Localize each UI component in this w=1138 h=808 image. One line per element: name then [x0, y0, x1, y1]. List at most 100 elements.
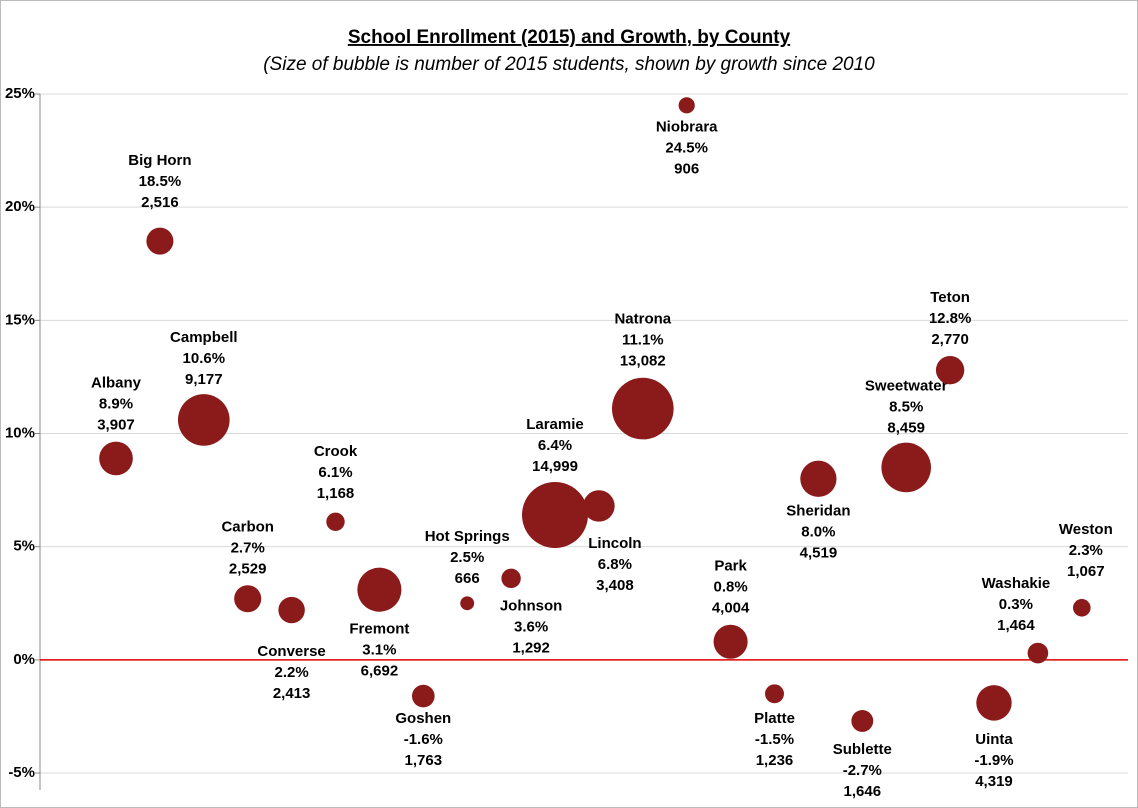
size-label: 3,408	[596, 577, 634, 594]
bubble-name: Uinta	[975, 731, 1013, 748]
bubble	[99, 441, 133, 476]
size-label: 14,999	[532, 458, 578, 475]
bubble	[976, 685, 1012, 721]
size-label: 2,413	[273, 685, 311, 702]
bubble	[177, 394, 230, 446]
size-label: 1,464	[997, 617, 1035, 634]
bubble-name: Teton	[930, 289, 970, 306]
bubble	[501, 568, 521, 589]
bubble	[460, 596, 475, 611]
size-label: 1,168	[317, 485, 355, 502]
value-label: 8.9%	[99, 395, 133, 412]
size-label: 1,292	[512, 639, 550, 656]
bubble-name: Hot Springs	[425, 528, 510, 545]
size-label: 6,692	[361, 663, 399, 680]
size-label: 8,459	[887, 419, 925, 436]
value-label: 6.8%	[598, 556, 632, 573]
bubble	[881, 442, 931, 493]
size-label: 1,646	[844, 783, 882, 800]
y-tick-label: 20%	[5, 198, 35, 215]
y-tick-label: 25%	[5, 85, 35, 102]
value-label: 8.5%	[889, 398, 923, 415]
size-label: 1,236	[756, 752, 794, 769]
bubble	[326, 512, 345, 531]
chart-subtitle: (Size of bubble is number of 2015 studen…	[263, 54, 875, 75]
value-label: -1.9%	[974, 752, 1013, 769]
bubble	[522, 481, 588, 548]
bubble-name: Johnson	[500, 597, 563, 614]
value-label: 3.6%	[514, 618, 548, 635]
y-tick-label: 0%	[13, 651, 35, 668]
size-label: 906	[674, 160, 699, 177]
bubble-name: Niobrara	[656, 118, 718, 135]
bubble-name: Sweetwater	[865, 377, 948, 394]
y-tick-label: -5%	[8, 764, 35, 781]
value-label: -2.7%	[843, 762, 882, 779]
bubble	[765, 684, 784, 704]
value-label: 10.6%	[183, 350, 226, 367]
bubble-name: Goshen	[395, 710, 451, 727]
size-label: 4,004	[712, 600, 750, 617]
bubble-name: Natrona	[614, 311, 671, 328]
bubble	[851, 710, 874, 732]
bubble-name: Sublette	[833, 741, 892, 758]
bubble-name: Laramie	[526, 416, 584, 433]
bubble-name: Fremont	[349, 621, 409, 638]
bubble-name: Campbell	[170, 329, 238, 346]
size-label: 13,082	[620, 353, 666, 370]
size-label: 2,529	[229, 561, 267, 578]
bubble-name: Platte	[754, 710, 795, 727]
value-label: 2.3%	[1069, 542, 1103, 559]
bubble	[234, 585, 262, 613]
bubble	[935, 355, 965, 385]
bubble-name: Sheridan	[786, 503, 850, 520]
value-label: 0.3%	[999, 596, 1033, 613]
chart-title: School Enrollment (2015) and Growth, by …	[348, 27, 791, 48]
value-label: 18.5%	[139, 173, 182, 190]
bubble-name: Converse	[257, 643, 325, 660]
bubble	[357, 567, 402, 612]
bubble	[278, 596, 305, 624]
value-label: 6.1%	[318, 464, 352, 481]
value-label: 24.5%	[665, 139, 708, 156]
size-label: 4,519	[800, 545, 838, 562]
value-label: 0.8%	[713, 579, 747, 596]
bubble	[713, 624, 748, 659]
value-label: -1.6%	[404, 731, 443, 748]
bubble-name: Washakie	[982, 575, 1051, 592]
bubble	[146, 227, 174, 255]
bubble	[1072, 598, 1091, 617]
bubble-name: Albany	[91, 374, 142, 391]
bubble	[611, 377, 674, 440]
size-label: 1,067	[1067, 563, 1105, 580]
y-tick-label: 5%	[13, 538, 35, 555]
size-label: 4,319	[975, 773, 1013, 790]
value-label: 2.7%	[231, 540, 265, 557]
y-tick-label: 10%	[5, 424, 35, 441]
bubble	[583, 490, 615, 522]
size-label: 666	[455, 570, 480, 587]
size-label: 2,770	[931, 331, 969, 348]
bubble	[800, 460, 837, 497]
bubble-name: Lincoln	[588, 535, 641, 552]
size-label: 2,516	[141, 194, 179, 211]
bubble-name: Crook	[314, 443, 358, 460]
size-label: 3,907	[97, 416, 135, 433]
bubble	[411, 684, 435, 708]
value-label: 12.8%	[929, 310, 972, 327]
value-label: 2.2%	[274, 664, 308, 681]
value-label: 2.5%	[450, 549, 484, 566]
bubble	[1027, 642, 1049, 664]
bubble-name: Big Horn	[128, 152, 191, 169]
y-tick-label: 15%	[5, 311, 35, 328]
bubble-name: Weston	[1059, 521, 1113, 538]
value-label: -1.5%	[755, 731, 794, 748]
size-label: 1,763	[405, 752, 443, 769]
size-label: 9,177	[185, 371, 223, 388]
bubble-name: Carbon	[221, 519, 274, 536]
value-label: 8.0%	[801, 524, 835, 541]
value-label: 11.1%	[622, 332, 664, 349]
value-label: 6.4%	[538, 437, 572, 454]
